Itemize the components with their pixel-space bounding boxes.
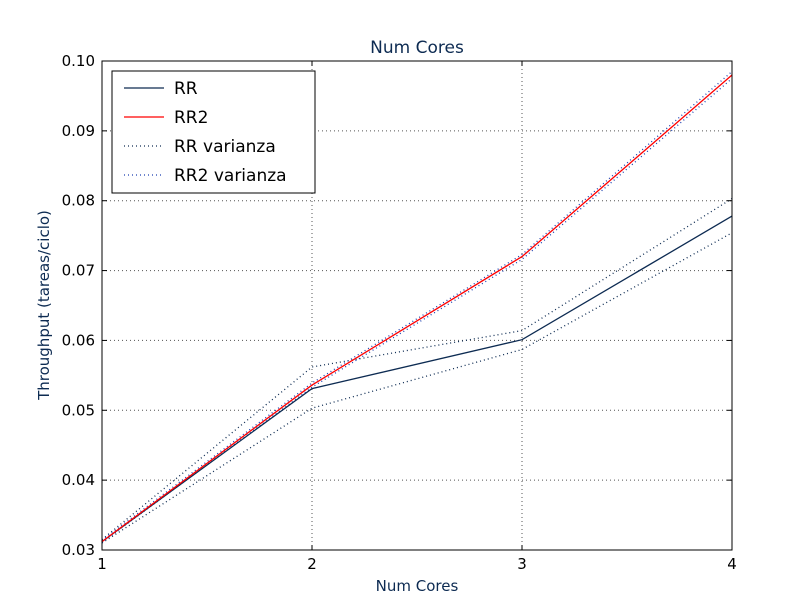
series-rr-varianza-line-lower bbox=[101, 232, 733, 544]
legend-label: RR2 varianza bbox=[174, 166, 287, 186]
series-rr-line bbox=[101, 215, 733, 543]
x-tick-label: 1 bbox=[97, 555, 107, 573]
series-rr2-line bbox=[101, 74, 733, 543]
x-tick-label: 4 bbox=[727, 555, 737, 573]
y-axis-label: Throughput (tareas/ciclo) bbox=[35, 210, 53, 401]
y-tick-label: 0.07 bbox=[62, 262, 95, 280]
x-axis-label: Num Cores bbox=[376, 577, 459, 595]
y-tick-label: 0.08 bbox=[62, 192, 95, 210]
y-tick-label: 0.03 bbox=[62, 541, 95, 559]
x-tick-label: 2 bbox=[307, 555, 317, 573]
legend-label: RR varianza bbox=[174, 137, 276, 157]
y-tick-label: 0.10 bbox=[62, 52, 95, 70]
chart-title: Num Cores bbox=[370, 38, 464, 58]
legend-label: RR bbox=[174, 79, 198, 99]
series-rr-varianza-line-upper bbox=[101, 198, 733, 541]
legend-label: RR2 bbox=[174, 108, 208, 128]
legend: RR RR2 RR varianza RR2 varianza bbox=[111, 70, 316, 194]
x-tick-label: 3 bbox=[517, 555, 527, 573]
series-group bbox=[101, 71, 733, 544]
y-tick-label: 0.04 bbox=[62, 471, 95, 489]
legend-box bbox=[111, 70, 316, 194]
axis-ticks: 1 2 3 4 0.03 0.04 0.05 0.06 0.07 0.08 0.09 0.10 bbox=[62, 52, 737, 573]
grid-lines bbox=[102, 61, 732, 550]
plot-frame bbox=[101, 60, 733, 551]
y-tick-label: 0.06 bbox=[62, 331, 95, 349]
y-tick-label: 0.09 bbox=[62, 122, 95, 140]
y-tick-label: 0.05 bbox=[62, 401, 95, 419]
